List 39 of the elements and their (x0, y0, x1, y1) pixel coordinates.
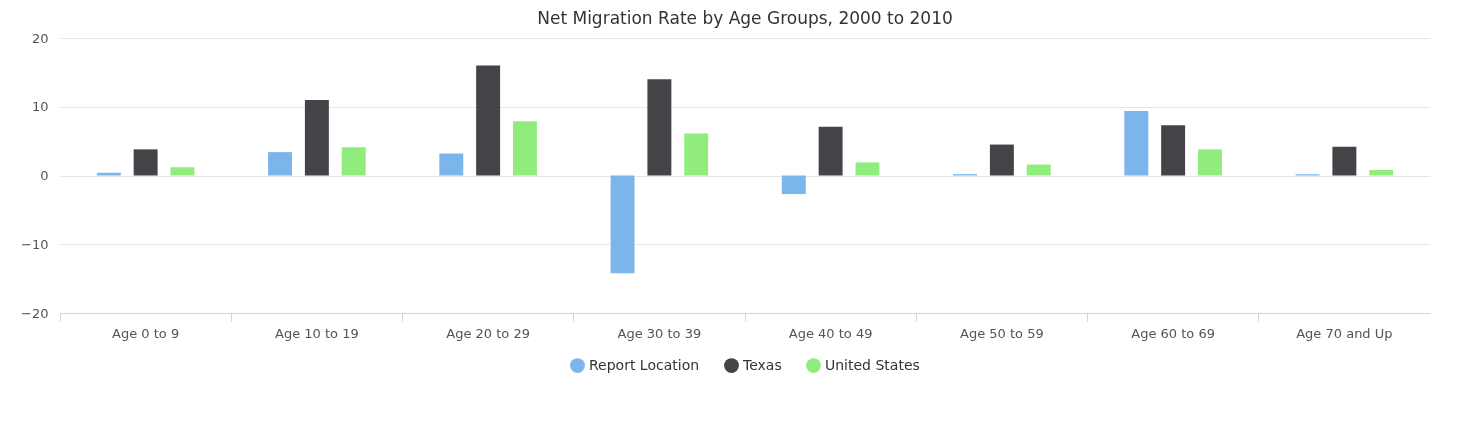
bar (268, 152, 293, 176)
bar (647, 79, 672, 176)
x-tick-label: Age 30 to 39 (617, 325, 702, 341)
bar (170, 167, 195, 176)
bar (1332, 146, 1357, 176)
bar (781, 175, 806, 195)
x-tick-label: Age 50 to 59 (960, 325, 1044, 341)
bar (1026, 164, 1051, 176)
bar (439, 153, 464, 176)
bar (304, 99, 329, 176)
bar (96, 172, 121, 176)
bar (989, 144, 1014, 176)
y-tick-label: 10 (31, 99, 49, 115)
bar (512, 121, 537, 176)
legend-label: Texas (742, 356, 782, 373)
chart-title: Net Migration Rate by Age Groups, 2000 to 2010 (537, 8, 953, 28)
bar (684, 133, 709, 176)
legend-label: Report Location (589, 356, 700, 373)
y-tick-label: 20 (31, 30, 49, 46)
bar (818, 126, 843, 176)
x-tick-label: Age 10 to 19 (275, 325, 359, 341)
y-tick-label: −10 (21, 236, 49, 252)
bar (476, 65, 501, 176)
x-tick-label: Age 0 to 9 (112, 325, 180, 341)
bar (341, 147, 366, 176)
bar (1197, 149, 1222, 176)
bar (1161, 125, 1186, 176)
y-tick-label: −20 (21, 305, 49, 321)
bar (1369, 170, 1394, 176)
bar (1124, 110, 1149, 176)
bar (610, 175, 635, 274)
bar (855, 162, 880, 176)
bar (133, 149, 158, 176)
x-tick-label: Age 20 to 29 (446, 325, 530, 341)
y-tick-label: 0 (40, 168, 49, 183)
x-tick-label: Age 40 to 49 (788, 325, 873, 341)
legend-label: United States (825, 356, 920, 373)
x-tick-label: Age 60 to 69 (1131, 325, 1215, 341)
x-tick-label: Age 70 and Up (1296, 325, 1393, 341)
